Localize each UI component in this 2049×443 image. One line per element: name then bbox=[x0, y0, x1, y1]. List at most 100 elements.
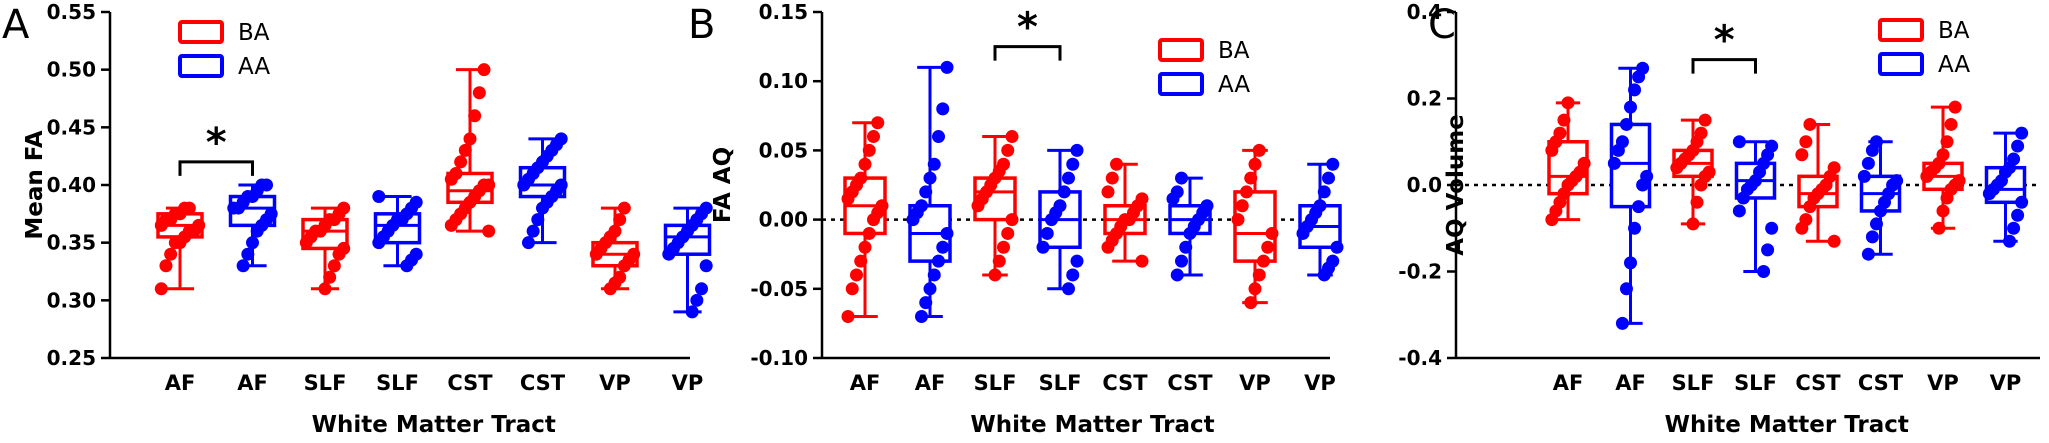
data-point bbox=[1062, 171, 1075, 185]
bracket-line bbox=[993, 45, 1062, 61]
x-category-label: SLF bbox=[304, 371, 347, 395]
data-point bbox=[1615, 316, 1629, 330]
data-point bbox=[695, 282, 709, 296]
legend-label-ba: BA bbox=[1938, 18, 1970, 44]
data-point bbox=[1857, 169, 1871, 183]
box-vp-aa bbox=[1296, 157, 1344, 282]
data-point bbox=[685, 305, 699, 319]
x-category-label: VP bbox=[672, 371, 704, 395]
panel-letter: B bbox=[688, 2, 715, 48]
significance-bracket: * bbox=[1691, 18, 1757, 74]
legend-label-aa: AA bbox=[238, 54, 270, 80]
data-point bbox=[915, 309, 928, 323]
box-af-ba bbox=[154, 201, 206, 296]
x-axis-title: White Matter Tract bbox=[1665, 412, 1909, 438]
data-point bbox=[1066, 157, 1080, 171]
data-point bbox=[1732, 135, 1746, 149]
bracket-line bbox=[178, 160, 254, 176]
data-point bbox=[1799, 213, 1813, 227]
data-point bbox=[1865, 230, 1879, 244]
data-point bbox=[1948, 100, 1962, 114]
data-point bbox=[1175, 254, 1188, 268]
data-point bbox=[246, 236, 259, 250]
data-point bbox=[1619, 117, 1633, 131]
box-af-ba bbox=[841, 116, 889, 323]
data-point bbox=[932, 130, 945, 144]
y-tick-label: 0.4 bbox=[1407, 0, 1442, 24]
box-cst-aa bbox=[517, 132, 568, 250]
y-tick-label: 0.10 bbox=[759, 69, 808, 93]
data-point bbox=[1869, 135, 1883, 149]
data-point bbox=[1932, 221, 1946, 235]
data-point bbox=[2011, 139, 2025, 153]
data-point bbox=[1244, 171, 1258, 185]
data-point bbox=[927, 157, 941, 171]
data-point bbox=[1690, 195, 1704, 209]
data-point bbox=[372, 190, 386, 204]
box-slf-ba bbox=[1670, 113, 1716, 231]
box-cst-aa bbox=[1166, 171, 1214, 282]
data-point bbox=[854, 171, 868, 185]
data-point bbox=[1110, 157, 1123, 171]
x-category-label: VP bbox=[1239, 371, 1271, 395]
data-point bbox=[1005, 130, 1019, 144]
data-point bbox=[1698, 113, 1712, 127]
data-point bbox=[613, 270, 627, 284]
data-point bbox=[477, 63, 491, 77]
data-point bbox=[337, 241, 351, 255]
x-category-label: AF bbox=[165, 371, 196, 395]
panel-letter: A bbox=[2, 2, 30, 48]
data-point bbox=[936, 240, 950, 254]
y-axis-title: Mean FA bbox=[22, 130, 48, 239]
data-point bbox=[1607, 156, 1621, 170]
data-point bbox=[1799, 135, 1813, 149]
data-point bbox=[867, 130, 880, 144]
data-point bbox=[236, 259, 250, 273]
x-axis-title: White Matter Tract bbox=[970, 412, 1214, 438]
data-point bbox=[1200, 199, 1214, 213]
box-slf-aa bbox=[1036, 143, 1084, 296]
data-point bbox=[617, 201, 631, 215]
y-tick-label: 0.35 bbox=[47, 231, 96, 255]
data-point bbox=[241, 247, 255, 261]
legend: BA AA bbox=[1878, 18, 1970, 78]
box-vp-ba bbox=[589, 201, 641, 296]
data-point bbox=[526, 224, 540, 238]
data-point bbox=[164, 247, 178, 261]
data-point bbox=[1827, 234, 1841, 248]
data-point bbox=[1057, 185, 1071, 199]
data-point bbox=[875, 199, 889, 213]
x-category-label: CST bbox=[1102, 371, 1148, 395]
data-point bbox=[260, 178, 274, 192]
y-tick-label: 0.30 bbox=[47, 288, 96, 312]
data-point bbox=[923, 171, 937, 185]
box-cst-ba bbox=[1795, 117, 1841, 248]
data-point bbox=[1577, 156, 1591, 170]
y-tick-label: 0.15 bbox=[759, 0, 808, 24]
data-point bbox=[1861, 156, 1875, 170]
data-point bbox=[613, 213, 627, 227]
data-point bbox=[1248, 282, 1262, 296]
significance-star: * bbox=[1017, 5, 1038, 51]
data-point bbox=[449, 166, 463, 180]
data-point bbox=[1803, 117, 1817, 131]
data-point bbox=[2007, 221, 2021, 235]
data-point bbox=[997, 240, 1010, 254]
data-point bbox=[182, 201, 196, 215]
legend-swatch-ba bbox=[178, 20, 224, 44]
data-point bbox=[1940, 135, 1954, 149]
data-point bbox=[1795, 148, 1809, 162]
y-tick-label: -0.10 bbox=[750, 346, 808, 370]
data-point bbox=[1936, 148, 1950, 162]
data-point bbox=[1135, 192, 1149, 206]
y-tick-label: 0.25 bbox=[47, 346, 96, 370]
legend-swatch-ba bbox=[1878, 18, 1924, 42]
data-point bbox=[1757, 265, 1771, 278]
data-point bbox=[1944, 117, 1958, 131]
data-point bbox=[337, 201, 351, 215]
y-tick-label: 0.2 bbox=[1407, 87, 1442, 111]
data-point bbox=[1702, 165, 1716, 179]
data-point bbox=[915, 199, 928, 213]
data-point bbox=[1827, 161, 1841, 175]
data-point bbox=[932, 254, 945, 268]
